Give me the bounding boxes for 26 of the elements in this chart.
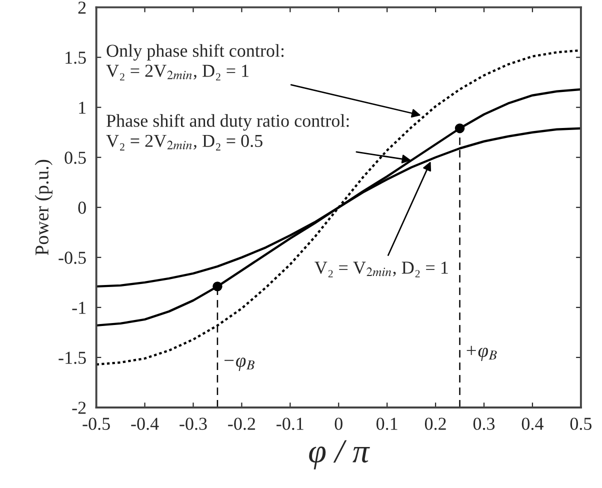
y-tick-label: -0.5 [58, 252, 86, 264]
x-tick-label: -0.4 [131, 418, 159, 430]
x-tick-label: 0.5 [570, 418, 592, 430]
y-tick-label: -1 [72, 302, 86, 314]
x-tick-label: 0.1 [376, 418, 398, 430]
x-tick-label: -0.1 [276, 418, 304, 430]
x-tick-label: -0.3 [180, 418, 207, 430]
y-tick-label: 0 [78, 202, 86, 214]
y-tick-label: -2 [72, 402, 86, 414]
y-axis-title: Power (p.u.) [34, 160, 52, 256]
y-tick-label: 0.5 [64, 152, 86, 164]
x-tick-label: 0.4 [522, 418, 544, 430]
x-tick-label: 0 [334, 418, 342, 430]
x-tick-label: 0.3 [473, 418, 495, 430]
annotation: Phase shift and duty ratio control: V₂ = 2V$_{2min}$, D₂ = 0.5 [106, 114, 349, 150]
ref-line-label: +φ$_{B}$ [466, 346, 497, 362]
annotation: V₂ = V$_{2min}$, D₂ = 1 [314, 262, 448, 278]
x-tick-label: -0.2 [228, 418, 255, 430]
y-tick-label: 1 [79, 102, 86, 114]
annotation: Only phase shift control: V₂ = 2V$_{2min}$, D₂ = 1 [106, 44, 284, 80]
ref-line-label: −φ$_{B}$ [224, 358, 254, 371]
y-tick-label: -1.5 [58, 352, 86, 364]
y-tick-label: 1.5 [66, 52, 86, 64]
x-axis-title: φ / π [309, 440, 370, 470]
y-tick-label: 2 [78, 2, 86, 14]
x-tick-label: 0.2 [424, 418, 446, 430]
